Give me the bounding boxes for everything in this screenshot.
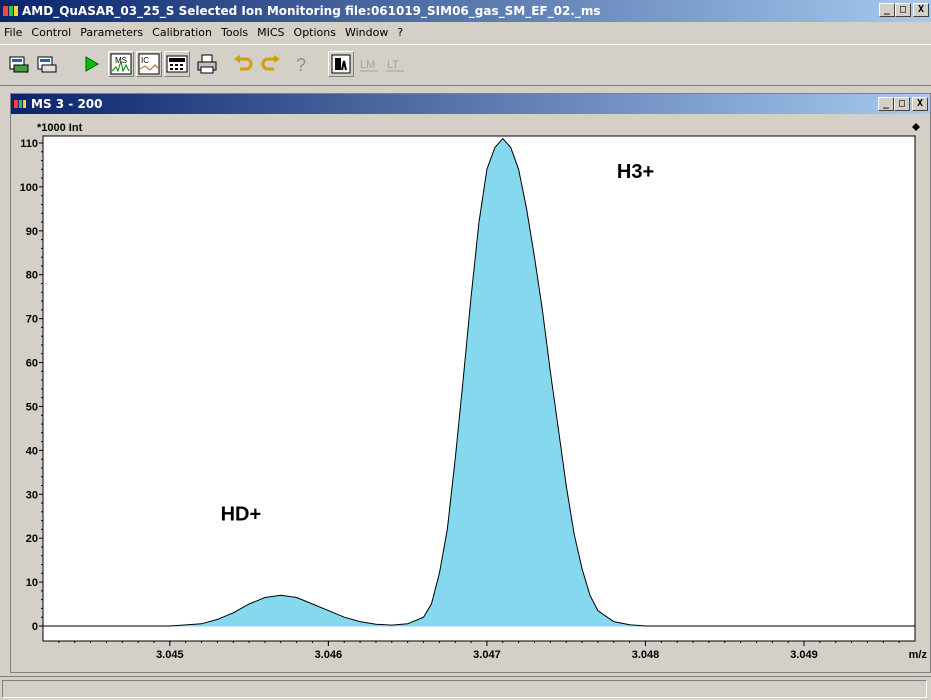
app-title-bar: AMD_QuASAR_03_25_S Selected Ion Monitori… (0, 0, 931, 22)
x-tick-label: 3.046 (315, 649, 343, 661)
menu-file[interactable]: File (4, 25, 23, 39)
y-tick-label: 90 (26, 226, 38, 238)
menu-tools[interactable]: Tools (221, 25, 249, 39)
zoom-icon (331, 54, 351, 74)
app-icon (3, 6, 18, 16)
menu-options[interactable]: Options (293, 25, 336, 39)
svg-text:?: ? (296, 55, 306, 75)
print-button[interactable] (194, 51, 220, 77)
x-axis-label: m/z (909, 649, 928, 661)
redo-button[interactable] (258, 51, 284, 77)
ms-label: MS (115, 56, 127, 65)
child-maximize-button[interactable]: □ (894, 97, 910, 111)
y-tick-label: 20 (26, 533, 38, 545)
status-pane (2, 680, 927, 698)
y-tick-label: 110 (20, 138, 38, 150)
save-file-button[interactable] (34, 51, 60, 77)
app-title: AMD_QuASAR_03_25_S Selected Ion Monitori… (22, 4, 601, 18)
maximize-button[interactable]: □ (895, 3, 911, 17)
child-close-button[interactable]: X (912, 97, 928, 111)
y-tick-label: 40 (26, 445, 38, 457)
toolbar: MS IC (0, 44, 931, 86)
y-tick-label: 0 (32, 621, 38, 633)
help-button[interactable]: ? (288, 51, 314, 77)
menu-mics[interactable]: MICS (257, 25, 285, 39)
y-tick-label: 10 (26, 577, 38, 589)
lm-button[interactable]: LM (356, 51, 382, 77)
undo-icon (234, 55, 253, 71)
ion-chromatogram-button[interactable]: IC (136, 51, 162, 77)
close-button[interactable]: X (913, 3, 929, 17)
menu-window[interactable]: Window (344, 25, 389, 39)
y-tick-label: 100 (20, 182, 38, 194)
ms-spectrum-icon: MS (110, 53, 132, 75)
help-icon: ? (296, 55, 306, 75)
window-icon (14, 100, 26, 108)
calculator-button[interactable] (164, 51, 190, 77)
spectrum-window-title-bar: MS 3 - 200 _ □ X (11, 94, 930, 114)
lt-icon: LT (386, 59, 404, 72)
ion-chromatogram-icon: IC (138, 53, 160, 75)
x-tick-label: 3.045 (156, 649, 184, 661)
open-file-icon (9, 56, 29, 73)
y-tick-label: 80 (26, 270, 38, 282)
print-icon (197, 54, 217, 74)
spectrum-line (43, 137, 915, 627)
ms-spectrum-button[interactable]: MS (108, 51, 134, 77)
y-tick-label: 70 (26, 314, 38, 326)
zoom-button[interactable] (328, 51, 354, 77)
spectrum-window-title: MS 3 - 200 (31, 97, 103, 111)
undo-button[interactable] (230, 51, 256, 77)
child-minimize-button[interactable]: _ (878, 97, 894, 111)
lm-icon: LM (360, 59, 378, 72)
menu-help[interactable]: ? (397, 25, 404, 39)
spectrum-window: MS 3 - 200 _ □ X *1000 Int 0 10 20 30 40 50 60… (10, 93, 931, 673)
minimize-button[interactable]: _ (879, 3, 895, 17)
y-tick-label: 50 (26, 401, 38, 413)
menu-bar: File Control Parameters Calibration Tool… (0, 22, 931, 42)
menu-calibration[interactable]: Calibration (152, 25, 213, 39)
lt-button[interactable]: LT (382, 51, 408, 77)
open-file-button[interactable] (6, 51, 32, 77)
y-axis-label: *1000 Int (37, 122, 83, 134)
y-tick-label: 30 (26, 489, 38, 501)
x-tick-label: 3.049 (790, 649, 818, 661)
status-bar (0, 676, 931, 700)
ic-label: IC (141, 56, 149, 65)
x-tick-label: 3.047 (473, 649, 501, 661)
peak-annotation: HD+ (221, 504, 262, 526)
menu-parameters[interactable]: Parameters (80, 25, 144, 39)
run-button[interactable] (78, 51, 104, 77)
redo-icon (261, 55, 280, 71)
y-tick-label: 60 (26, 358, 38, 370)
lt-label: LT (387, 59, 399, 71)
save-file-icon (37, 56, 57, 73)
x-tick-label: 3.048 (632, 649, 660, 661)
peak-annotation: H3+ (617, 161, 654, 183)
run-icon (85, 56, 99, 72)
calculator-icon (166, 55, 188, 73)
lm-label: LM (360, 59, 375, 71)
menu-control[interactable]: Control (31, 25, 72, 39)
mass-spectrum-chart[interactable]: *1000 Int 0 10 20 30 40 50 60 70 80 90 100 110 3.045… (11, 115, 930, 671)
diamond-marker (912, 123, 920, 131)
